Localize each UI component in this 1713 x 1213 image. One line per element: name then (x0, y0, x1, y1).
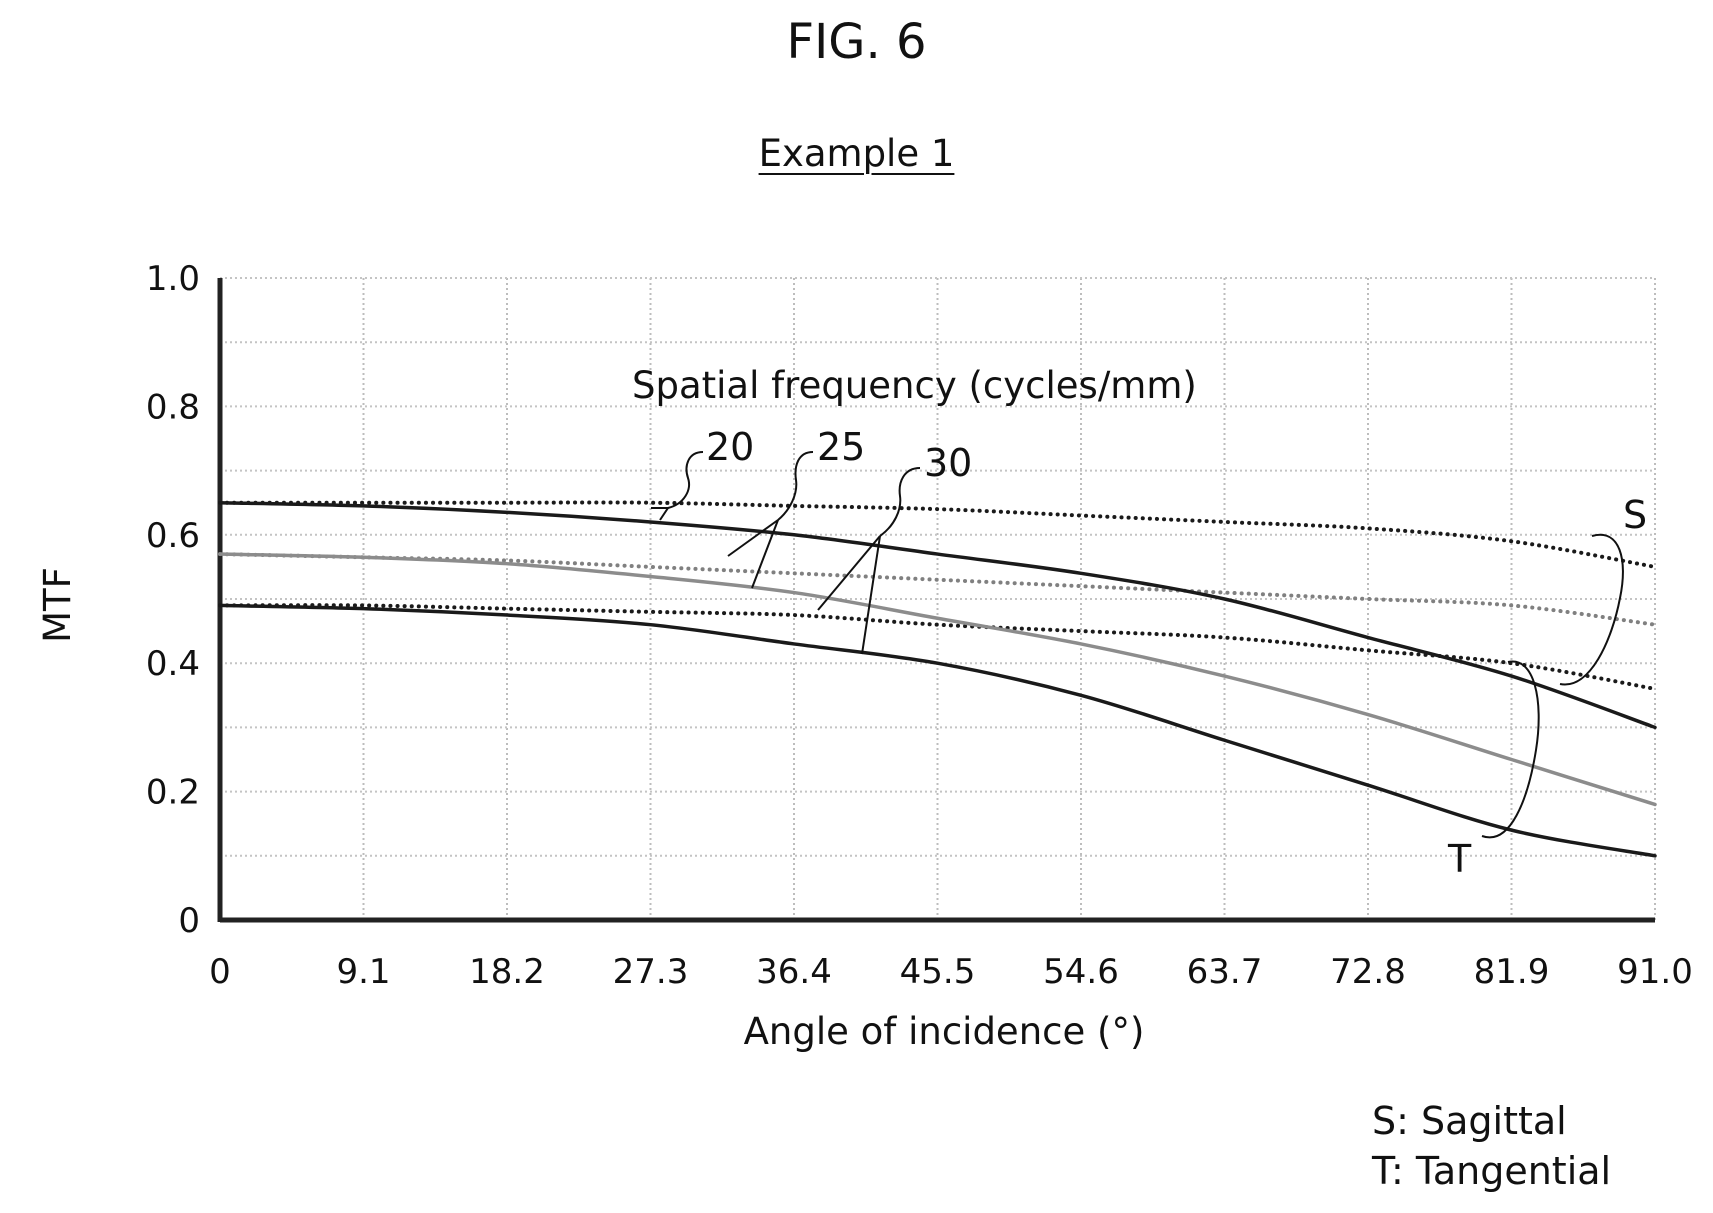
leader-20-bracket (667, 451, 704, 509)
x-tick-label: 27.3 (613, 952, 689, 992)
series-s-25 (218, 552, 1657, 627)
leader-30-bracket (879, 467, 921, 537)
y-tick-label: 0.8 (146, 387, 200, 427)
leader-25-bracket (777, 451, 814, 521)
series-t-25 (218, 552, 1657, 807)
x-tick-label: 9.1 (336, 952, 390, 992)
x-tick-label: 36.4 (756, 952, 832, 992)
x-axis-title: Angle of incidence (°) (744, 1010, 1145, 1053)
frequency-25-label: 25 (817, 425, 865, 469)
x-tick-label: 0 (209, 952, 231, 992)
series-t-20 (218, 500, 1657, 730)
y-tick-label: 0 (178, 901, 200, 941)
chart-annotations: Spatial frequency (cycles/mm) 20 25 30 S… (632, 364, 1647, 881)
tangential-marker: T (1447, 837, 1472, 881)
y-tick-label: 0.6 (146, 516, 200, 556)
sagittal-bracket (1559, 533, 1624, 686)
legend: S: Sagittal T: Tangential (1372, 1096, 1611, 1196)
figure-subtitle-text: Example 1 (758, 132, 955, 175)
leader-20-line-2 (659, 507, 669, 521)
x-tick-label: 63.7 (1187, 952, 1263, 992)
chart-axes (217, 278, 1655, 923)
leader-30-line-1 (817, 535, 881, 611)
chart-tick-labels: 0 9.1 18.2 27.3 36.4 45.5 54.6 63.7 72.8 81.9 91.0… (146, 259, 1693, 992)
y-tick-label: 0.2 (146, 773, 200, 813)
x-tick-label: 45.5 (900, 952, 976, 992)
y-tick-label: 1.0 (146, 259, 200, 299)
x-tick-label: 72.8 (1330, 952, 1406, 992)
legend-tangential: T: Tangential (1372, 1149, 1612, 1193)
series-s-20 (218, 500, 1657, 569)
tangential-bracket (1481, 660, 1540, 839)
spatial-frequency-label: Spatial frequency (cycles/mm) (632, 364, 1197, 407)
chart-series (218, 500, 1657, 858)
frequency-20-label: 20 (706, 425, 754, 469)
frequency-30-label: 30 (924, 441, 972, 485)
figure-subtitle: Example 1 (0, 132, 1713, 175)
leader-30-line-2 (861, 535, 881, 655)
x-tick-label: 18.2 (469, 952, 545, 992)
series-s-30 (218, 603, 1657, 691)
x-tick-label: 91.0 (1617, 952, 1693, 992)
x-tick-label: 81.9 (1474, 952, 1550, 992)
y-tick-label: 0.4 (146, 644, 200, 684)
leader-25-line-2 (751, 519, 779, 589)
x-tick-label: 54.6 (1043, 952, 1119, 992)
series-t-30 (218, 603, 1657, 858)
legend-sagittal: S: Sagittal (1372, 1099, 1567, 1143)
leader-25-line-1 (727, 519, 779, 557)
sagittal-marker: S (1623, 493, 1647, 537)
figure-title: FIG. 6 (786, 14, 927, 70)
y-axis-title: MTF (36, 567, 79, 643)
